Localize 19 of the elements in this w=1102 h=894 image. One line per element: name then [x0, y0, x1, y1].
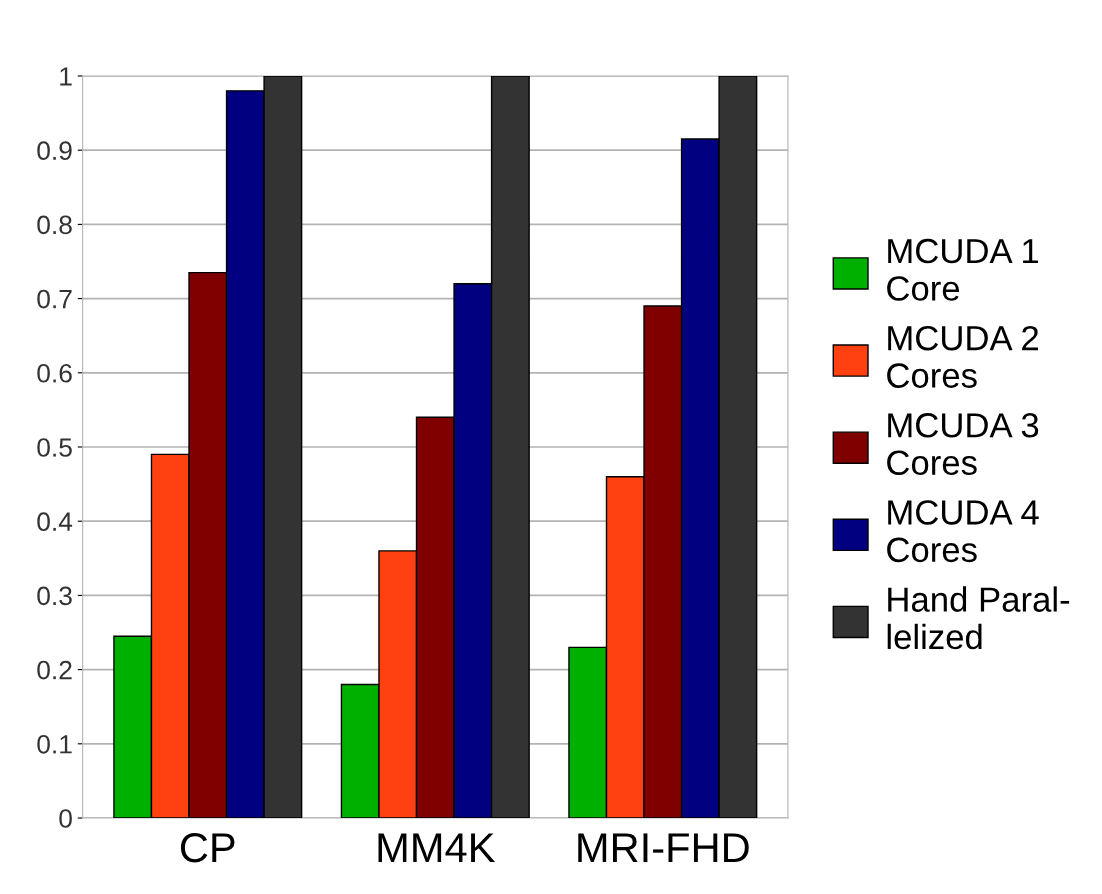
y-tick-label: 0.1	[37, 734, 72, 754]
y-tick-label: 0.8	[37, 215, 72, 235]
y-tick-label: 0.9	[37, 141, 72, 161]
y-tick-label: 0.6	[37, 363, 72, 383]
y-tick-label: 0.5	[37, 438, 72, 457]
y-tick-label: 0	[59, 809, 72, 828]
y-tick-label: 1	[60, 67, 72, 86]
y-tick-label: 0.4	[37, 512, 73, 532]
x-tick-label: CP	[180, 833, 235, 863]
legend-label: MCUDA 2 Cores	[887, 325, 1038, 388]
x-tick-label: MM4K	[378, 833, 496, 863]
legend-label: MCUDA 1 Core	[887, 238, 1039, 301]
legend-label: MCUDA 3 Cores	[887, 413, 1039, 476]
legend-label: MCUDA 4 Cores	[887, 500, 1039, 563]
y-tick-label: 0.2	[37, 660, 72, 680]
y-tick-label: 0.3	[37, 586, 72, 606]
x-tick-label: MRI-FHD	[578, 833, 749, 863]
legend-label: Hand Paral- lelized	[887, 586, 1070, 650]
y-tick-label: 0.7	[37, 289, 72, 309]
